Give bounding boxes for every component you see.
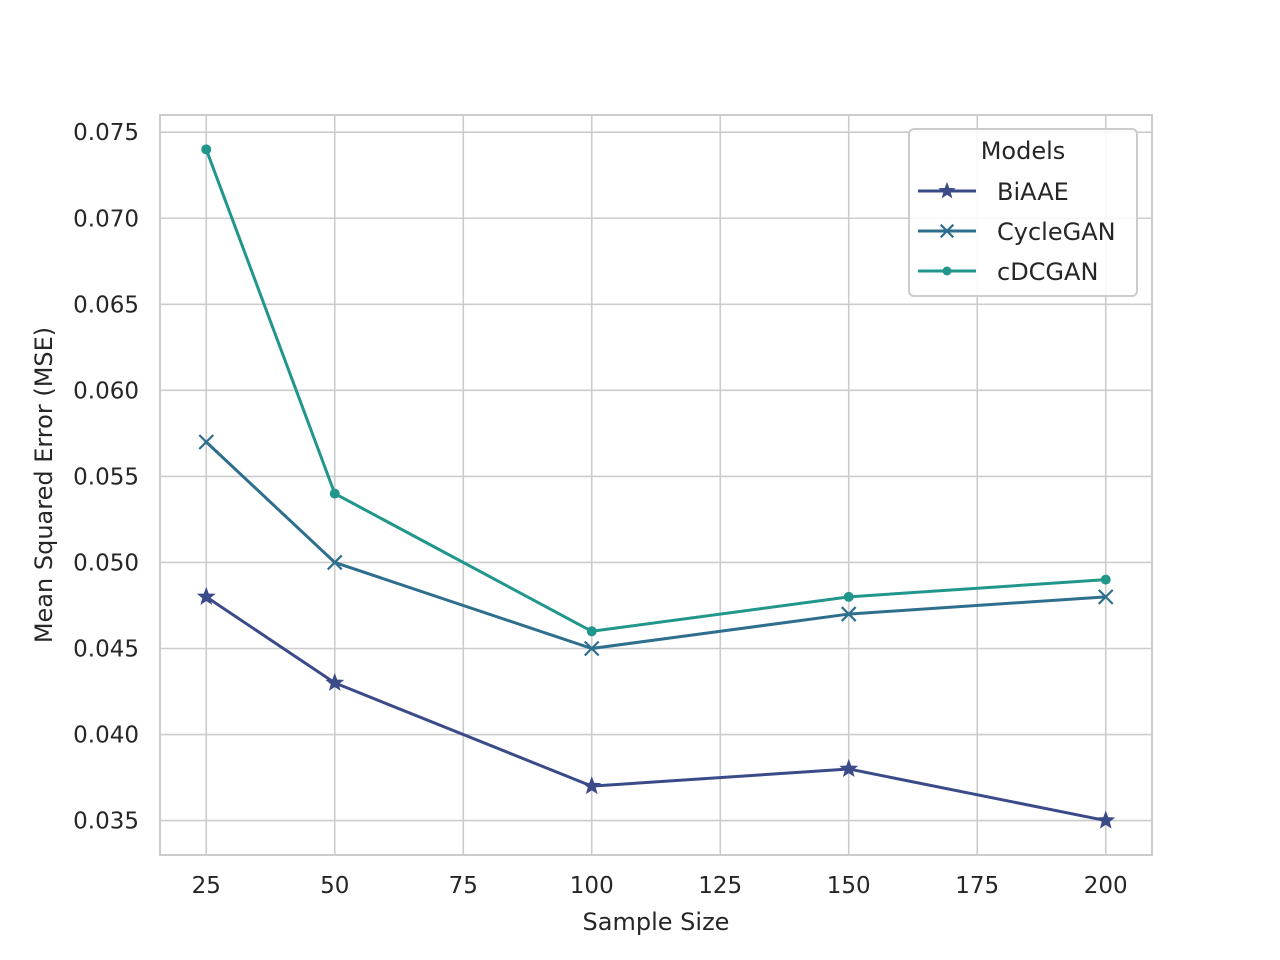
data-point-cdcgan — [843, 591, 854, 602]
y-tick-label: 0.050 — [73, 550, 139, 576]
x-tick-label: 100 — [570, 873, 614, 899]
legend-item-cdcgan: cDCGAN — [918, 258, 1098, 286]
data-point-biaae — [325, 672, 345, 691]
series-line-biaae — [204, 595, 1108, 823]
series-cyclegan — [198, 434, 1114, 657]
legend-marker — [939, 223, 955, 239]
data-point-biaae — [839, 759, 859, 777]
y-tick-label: 0.075 — [73, 120, 139, 146]
y-tick-label: 0.045 — [73, 636, 139, 662]
data-point-cyclegan — [326, 554, 343, 571]
y-tick-label: 0.055 — [73, 464, 139, 490]
data-series — [196, 144, 1116, 829]
y-tick-label: 0.040 — [73, 723, 139, 749]
legend-label: CycleGAN — [997, 218, 1116, 246]
data-point-cdcgan — [586, 626, 597, 637]
tick-labels: 25 50 75 100 125 150 175 200 0.035 0.040 0.045 0.05… — [73, 120, 1128, 899]
y-tick-label: 0.070 — [73, 206, 139, 232]
data-point-cdcgan — [329, 488, 340, 499]
legend-box — [908, 128, 1138, 297]
legend-marker — [938, 181, 956, 199]
data-point-cdcgan — [1100, 574, 1111, 585]
legend-item-cyclegan: CycleGAN — [918, 218, 1116, 246]
data-point-biaae — [196, 586, 216, 605]
legend-title: Models — [981, 137, 1066, 165]
x-tick-label: 175 — [955, 873, 999, 899]
y-tick-label: 0.060 — [73, 378, 139, 404]
x-tick-label: 75 — [449, 873, 478, 899]
grid-lines — [160, 115, 1152, 855]
x-tick-label: 150 — [827, 873, 871, 899]
y-tick-label: 0.035 — [73, 809, 139, 835]
legend-label: cDCGAN — [997, 258, 1098, 286]
x-tick-label: 25 — [192, 873, 221, 899]
x-tick-label: 125 — [698, 873, 742, 899]
data-point-cyclegan — [1097, 589, 1114, 605]
series-biaae — [196, 586, 1116, 829]
data-point-cdcgan — [201, 144, 212, 155]
data-point-biaae — [582, 776, 602, 795]
legend-item-biaae: BiAAE — [918, 178, 1069, 206]
x-tick-label: 50 — [320, 873, 349, 899]
y-axis-label: Mean Squared Error (MSE) — [30, 327, 58, 643]
plot-frame — [159, 114, 1153, 856]
legend-items: BiAAE CycleGAN cDCGAN — [918, 178, 1116, 286]
data-point-biaae — [1096, 810, 1116, 829]
x-tick-label: 200 — [1084, 873, 1128, 899]
data-point-cyclegan — [840, 606, 857, 622]
legend-label: BiAAE — [997, 178, 1069, 206]
data-point-cyclegan — [198, 434, 215, 450]
data-point-cyclegan — [583, 640, 600, 657]
y-tick-label: 0.065 — [73, 292, 139, 318]
legend-marker — [942, 266, 952, 276]
x-axis-label: Sample Size — [583, 908, 730, 936]
series-line-cyclegan — [204, 440, 1108, 650]
legend: Models BiAAE CycleGAN cDCGAN — [908, 128, 1138, 297]
series-cdcgan — [201, 144, 1111, 637]
